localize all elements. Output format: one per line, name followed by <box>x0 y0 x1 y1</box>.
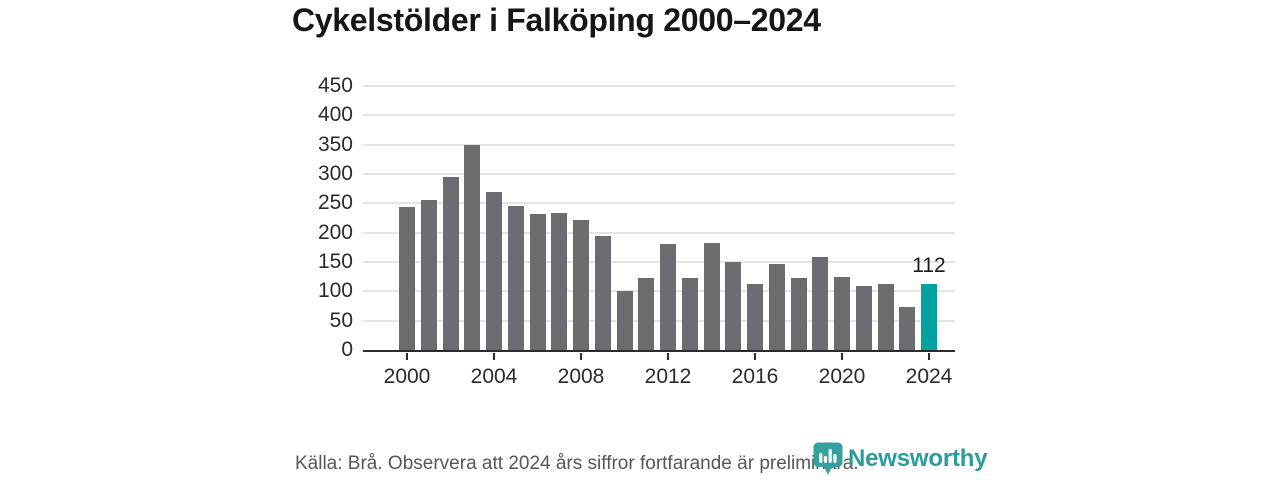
y-axis-tick-label: 100 <box>317 279 353 303</box>
bar-2023 <box>899 307 916 350</box>
x-axis-tick-label-2020: 2020 <box>818 365 866 388</box>
bar-2001 <box>420 200 437 350</box>
y-axis-tick-label: 300 <box>317 162 353 185</box>
x-axis-tick-label-2024: 2024 <box>905 365 953 388</box>
x-axis-tick-2004 <box>493 353 495 360</box>
x-axis-tick-2000 <box>406 353 408 360</box>
gridline-250 <box>363 202 955 205</box>
x-axis-tick-2016 <box>754 353 756 360</box>
gridline-350 <box>363 143 955 146</box>
bar-2011 <box>638 278 655 350</box>
gridline-450 <box>363 85 955 87</box>
gridline-100 <box>363 290 955 293</box>
bar-2015 <box>725 262 742 350</box>
bar-2006 <box>529 214 546 350</box>
y-axis-tick-label: 250 <box>317 191 353 215</box>
bar-2010 <box>616 291 633 350</box>
bar-2004 <box>486 191 502 350</box>
bar-2022 <box>877 283 894 350</box>
plot-area: 0 50 100 150 200 250 300 350 400 450 2000 2004 2008 2… <box>318 75 955 388</box>
bar-2002 <box>442 176 459 350</box>
bar-2005 <box>507 206 524 350</box>
chart-title: Cykelstölder i Falköping 2000–2024 <box>292 2 821 38</box>
x-axis-tick-label-2004: 2004 <box>470 365 518 388</box>
bar-2018 <box>790 277 807 350</box>
y-axis-tick-label: 450 <box>317 74 353 97</box>
bar-2016 <box>747 283 763 350</box>
bar-2007 <box>551 213 568 350</box>
brand-name: Newsworthy <box>848 445 988 472</box>
bar-2021 <box>855 286 872 350</box>
bar-2000 <box>399 206 415 350</box>
gridline-300 <box>363 173 955 175</box>
y-axis-tick-label: 350 <box>317 132 353 156</box>
gridline-200 <box>363 231 955 234</box>
bar-2017 <box>768 263 785 350</box>
x-axis-tick-label-2016: 2016 <box>731 365 779 388</box>
y-axis-tick-label: 50 <box>329 308 353 332</box>
bar-2014 <box>703 243 720 350</box>
bar-highlighted-2024 <box>921 284 937 350</box>
x-axis-tick-2020 <box>841 353 843 360</box>
y-axis-tick-label: 400 <box>317 103 353 127</box>
gridline-150 <box>363 261 955 263</box>
x-axis-tick-2012 <box>667 353 669 360</box>
highlight-value-label: 112 <box>912 254 946 278</box>
x-axis-tick-label-2000: 2000 <box>383 365 431 388</box>
gridline-400 <box>363 114 955 117</box>
x-axis-tick-label-2012: 2012 <box>644 365 692 388</box>
bar-2013 <box>681 278 698 350</box>
bar-2012 <box>660 243 676 350</box>
newsworthy-brand: Newsworthy <box>813 441 988 477</box>
y-axis-tick-label: 0 <box>341 338 353 361</box>
bar-chart-pin-icon <box>813 442 843 475</box>
bar-2019 <box>812 257 829 350</box>
bar-2003 <box>464 144 481 350</box>
gridline-50 <box>363 319 955 322</box>
x-axis-tick-2024 <box>928 353 930 360</box>
bar-2009 <box>594 236 611 350</box>
x-axis-tick-2008 <box>580 353 582 360</box>
bar-2008 <box>573 220 589 350</box>
source-note: Källa: Brå. Observera att 2024 års siffr… <box>295 453 859 474</box>
y-axis-tick-label: 150 <box>317 250 353 273</box>
y-axis-tick-label: 200 <box>317 220 353 244</box>
bar-2020 <box>834 277 850 350</box>
x-axis-tick-label-2008: 2008 <box>557 365 605 388</box>
